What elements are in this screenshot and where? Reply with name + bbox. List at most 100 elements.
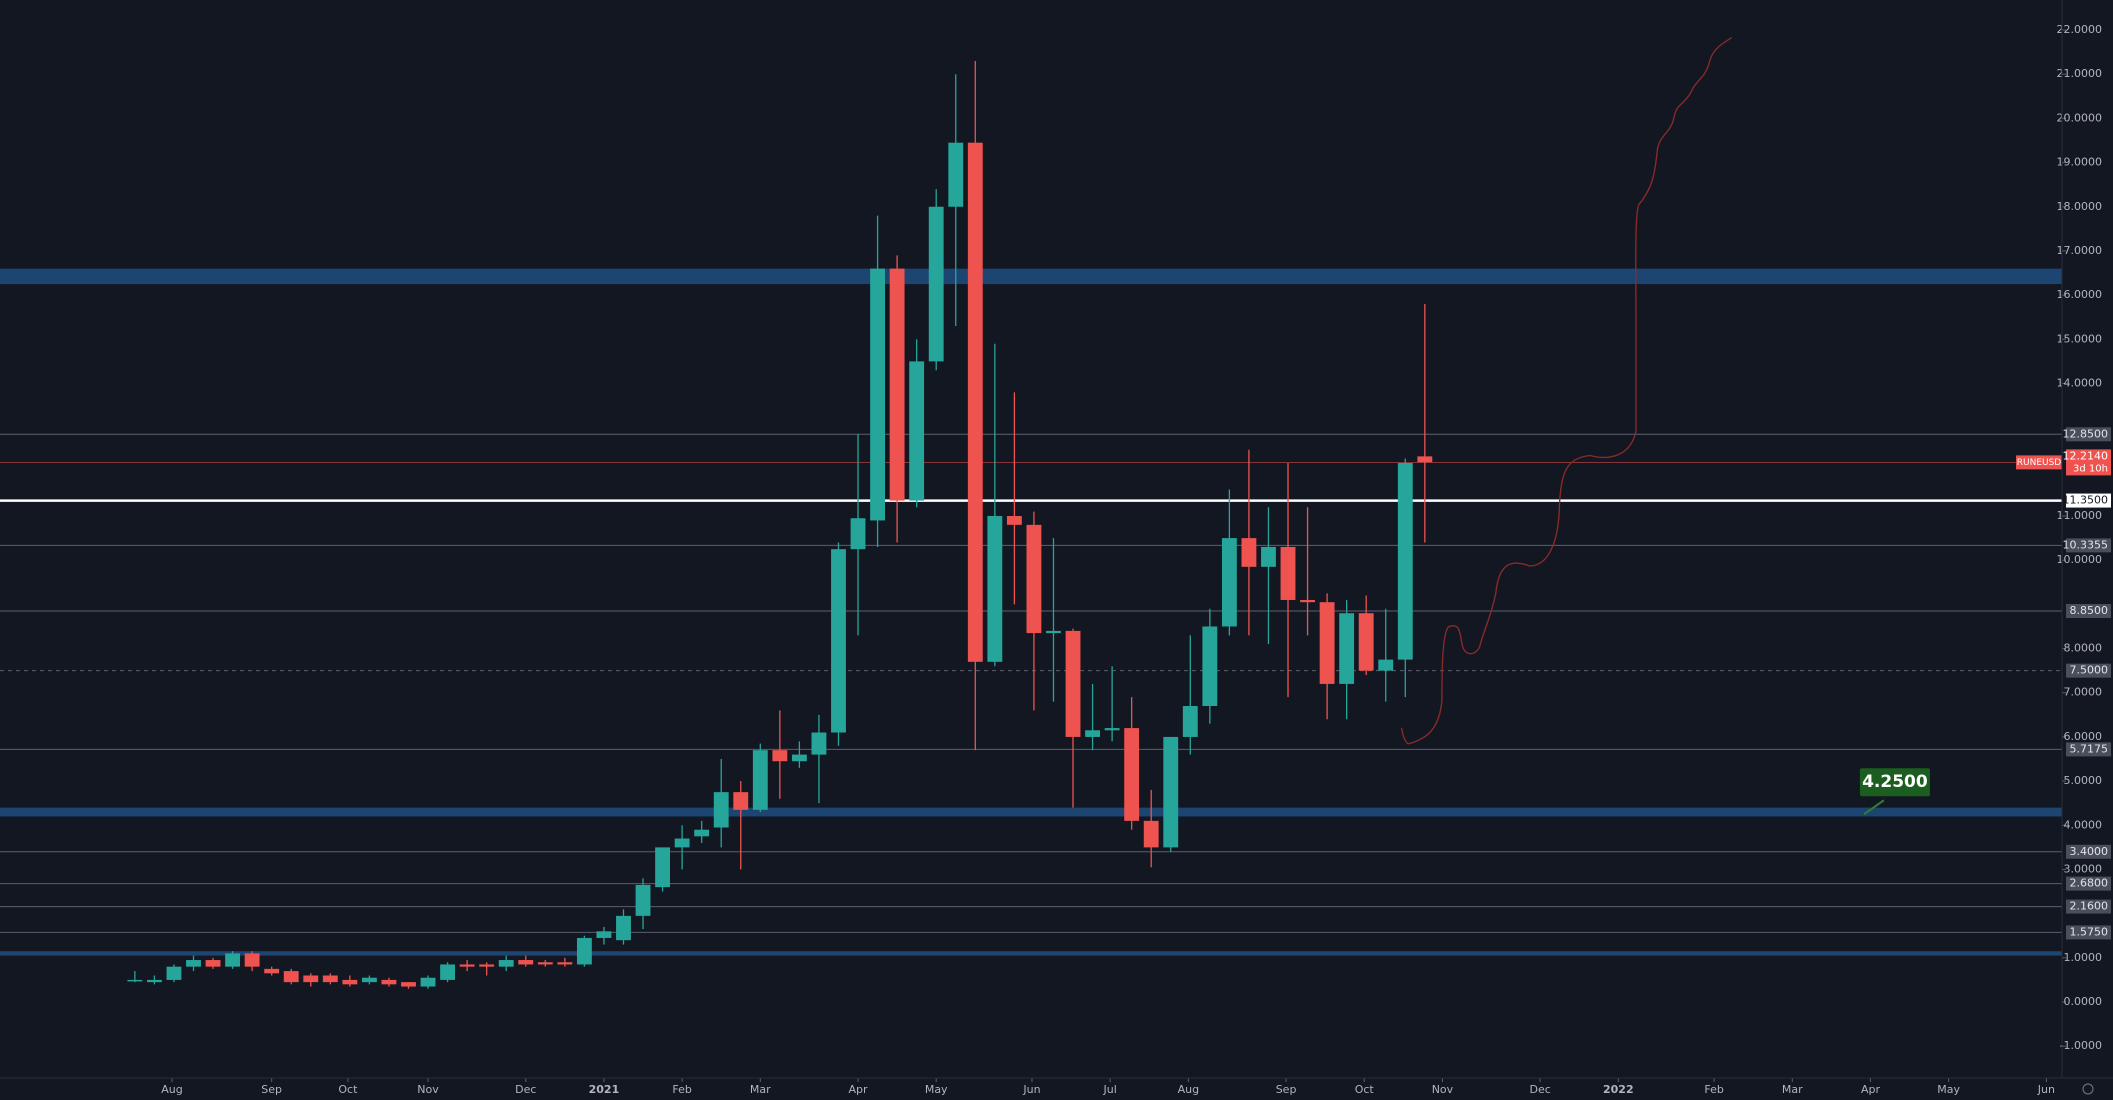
x-tick-label: Jun xyxy=(1022,1083,1040,1096)
candle-body xyxy=(479,964,495,967)
candle-body xyxy=(909,361,925,501)
candle-body xyxy=(1143,820,1159,848)
candle-body xyxy=(635,884,651,916)
x-tick-label: Dec xyxy=(515,1083,536,1096)
annotation-box xyxy=(1859,768,1930,797)
level-label: 1.5750 xyxy=(2070,925,2109,938)
candle-body xyxy=(146,979,162,983)
candle-body xyxy=(772,750,788,762)
last-price-label: 12.2140 xyxy=(2063,449,2109,462)
x-tick-label: Feb xyxy=(1704,1083,1723,1096)
candle-body xyxy=(186,960,201,967)
y-tick-label: 6.0000 xyxy=(2064,730,2103,743)
level-label-bg xyxy=(2066,427,2111,442)
candle-body xyxy=(1339,613,1355,684)
y-tick-label: 5.0000 xyxy=(2064,774,2103,787)
y-tick-label: 7.0000 xyxy=(2064,686,2103,699)
zone xyxy=(0,268,2062,285)
candle-body xyxy=(733,792,749,810)
candle-body xyxy=(1182,706,1198,737)
x-tick-label: Feb xyxy=(672,1083,691,1096)
plot-area: 4.2500 xyxy=(0,60,2062,989)
countdown-label: 3d 10h xyxy=(2073,463,2108,474)
candle-body xyxy=(1261,546,1276,567)
candle-body xyxy=(928,206,944,362)
level-label: 12.8500 xyxy=(2063,427,2109,440)
candle-body xyxy=(596,931,612,938)
candle-body xyxy=(459,964,475,967)
symbol-tag-bg xyxy=(2016,455,2062,470)
x-tick-label: May xyxy=(925,1083,948,1096)
y-tick-label: 8.0000 xyxy=(2064,642,2103,655)
y-tick-label: 22.0000 xyxy=(2057,23,2103,36)
candle-body xyxy=(283,971,299,983)
y-tick-label: 18.0000 xyxy=(2057,200,2103,213)
candle-body xyxy=(1397,463,1413,660)
y-tick-label: 17.0000 xyxy=(2057,244,2103,257)
level-label: 8.8500 xyxy=(2070,604,2109,617)
candle-body xyxy=(166,966,182,980)
y-tick-label: 16.0000 xyxy=(2057,288,2103,301)
x-tick-label: Dec xyxy=(1529,1083,1550,1096)
level-label-bg xyxy=(2066,604,2111,619)
candle-body xyxy=(576,937,592,965)
last-price-bg xyxy=(2066,449,2111,476)
level-label-bg xyxy=(2066,538,2111,553)
candle-body xyxy=(967,142,983,662)
x-tick-label: Mar xyxy=(750,1083,771,1096)
candle-body xyxy=(401,982,416,987)
x-tick-label: Apr xyxy=(849,1083,869,1096)
annotation-label: 4.2500 xyxy=(1862,772,1928,792)
candle-body xyxy=(889,268,905,501)
x-tick-label: Jul xyxy=(1103,1083,1117,1096)
candle-body xyxy=(1202,626,1218,707)
axes: 22.0000 21.0000 20.0000 19.0000 18.0000 17.00… xyxy=(161,23,2111,1096)
candle-body xyxy=(1026,524,1042,634)
level-label-bg xyxy=(2066,742,2111,757)
level-label-bg xyxy=(2066,876,2111,891)
key-level-label-bg xyxy=(2066,493,2111,508)
y-tick-label: 10.0000 xyxy=(2057,553,2103,566)
level-label: 2.6800 xyxy=(2070,877,2109,890)
x-tick-label: Mar xyxy=(1782,1083,1803,1096)
level-label: 5.7175 xyxy=(2070,742,2109,755)
x-tick-label: Oct xyxy=(1355,1083,1375,1096)
candle-body xyxy=(655,847,671,888)
x-tick-label: Sep xyxy=(1276,1083,1297,1096)
candle-body xyxy=(244,953,260,967)
candle-body xyxy=(205,960,221,967)
candle-body xyxy=(948,142,964,207)
candle-body xyxy=(303,975,319,983)
x-tick-label: Sep xyxy=(261,1083,282,1096)
x-tick-label: 2022 xyxy=(1603,1083,1634,1096)
level-label-bg xyxy=(2066,925,2111,940)
candle-body xyxy=(1085,730,1100,737)
candle-body xyxy=(870,268,885,521)
candle-body xyxy=(518,960,534,965)
candle-body xyxy=(987,516,1003,662)
settings-icon[interactable] xyxy=(2082,1083,2094,1095)
y-tick-label: 0.0000 xyxy=(2064,995,2103,1008)
candle-body xyxy=(831,549,846,733)
x-tick-label: Aug xyxy=(161,1083,182,1096)
level-label: 10.3355 xyxy=(2063,538,2109,551)
candle-body xyxy=(127,979,143,982)
candle-body xyxy=(674,838,690,848)
candle-body xyxy=(713,792,729,828)
projection-drawing xyxy=(1400,37,1733,745)
y-tick-label: 1.0000 xyxy=(2064,951,2103,964)
x-tick-label: 2021 xyxy=(589,1083,620,1096)
candle-body xyxy=(1065,630,1081,737)
candle-body xyxy=(752,750,768,810)
y-tick-label: -1.0000 xyxy=(2060,1039,2102,1052)
level-label-bg xyxy=(2066,899,2111,914)
zone xyxy=(0,807,2062,817)
x-tick-label: Aug xyxy=(1178,1083,1199,1096)
level-label-bg xyxy=(2066,844,2111,859)
candle-body xyxy=(225,953,241,967)
candle-body xyxy=(440,964,456,980)
level-label: 3.4000 xyxy=(2070,845,2109,858)
candle-body xyxy=(791,754,807,762)
y-tick-label: 14.0000 xyxy=(2057,376,2103,389)
